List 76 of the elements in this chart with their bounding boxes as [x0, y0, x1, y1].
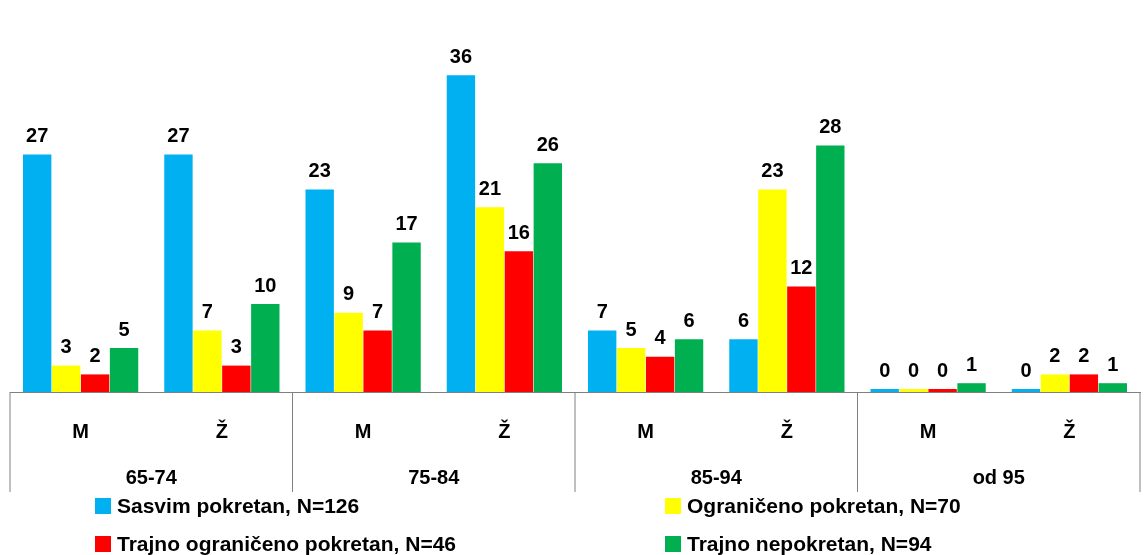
x-tick-label: Ž	[780, 418, 793, 442]
data-label: 10	[254, 273, 277, 296]
bar	[533, 163, 562, 392]
bar	[222, 365, 251, 392]
data-label: 3	[60, 335, 72, 358]
data-label: 7	[372, 299, 384, 322]
data-label: 21	[478, 176, 502, 199]
text: 85-94	[690, 465, 743, 488]
data-label: 9	[343, 282, 355, 305]
legend-label: Trajno ograničeno pokretan, N=46	[117, 532, 457, 555]
bar	[251, 304, 280, 392]
bar	[758, 189, 787, 392]
bar	[816, 145, 845, 392]
bar	[674, 339, 704, 392]
x-tick-label: Ž	[498, 418, 511, 442]
x-tick-label: M	[354, 419, 372, 442]
bar	[363, 330, 392, 392]
legend-label: Ograničeno pokretan, N=70	[687, 494, 961, 518]
x-tick-label: Ž	[1063, 418, 1076, 442]
data-label: 0	[908, 358, 920, 381]
x-tick-label: M	[637, 419, 654, 442]
bar	[392, 242, 421, 392]
bar	[164, 154, 193, 392]
bar	[1040, 374, 1070, 392]
data-label: 2	[89, 343, 101, 366]
bar	[23, 154, 52, 392]
data-label: 16	[507, 220, 530, 243]
data-label: 6	[683, 308, 695, 331]
x-tick-label: M	[72, 419, 89, 442]
bar	[51, 365, 81, 392]
bar	[787, 286, 816, 392]
data-label: 0	[879, 358, 891, 381]
legend-label: Trajno nepokretan, N=94	[687, 532, 932, 555]
data-label: 26	[536, 132, 559, 155]
data-label: 17	[395, 211, 418, 234]
data-label: 4	[654, 326, 667, 349]
x-tick-label: Ž	[215, 418, 228, 442]
text: od 95	[972, 465, 1025, 488]
data-label: 27	[26, 123, 49, 146]
data-label: 7	[596, 299, 608, 322]
text: 65-74	[125, 465, 178, 488]
bar	[193, 330, 222, 392]
legend-label: Sasvim pokretan, N=126	[117, 494, 360, 518]
data-label: 36	[449, 44, 473, 67]
bar	[504, 251, 534, 392]
data-label: 1	[1107, 352, 1119, 375]
bar	[475, 207, 505, 392]
bar	[1098, 383, 1127, 392]
bar	[1069, 374, 1099, 392]
bar	[729, 339, 758, 392]
data-label: 1	[966, 352, 978, 375]
data-label: 2	[1078, 343, 1090, 366]
bar	[446, 75, 476, 392]
x-tick-label: M	[919, 419, 937, 442]
data-label: 2	[1049, 343, 1061, 366]
data-label: 12	[790, 255, 813, 278]
bar	[334, 312, 363, 392]
bar	[616, 348, 646, 392]
data-label: 5	[118, 317, 130, 340]
bar	[588, 330, 617, 392]
data-label: 27	[167, 123, 190, 146]
data-label: 7	[201, 299, 213, 322]
bar	[305, 189, 334, 392]
bar	[957, 383, 986, 392]
bar	[109, 348, 139, 392]
data-label: 5	[625, 317, 637, 340]
data-label: 28	[819, 115, 842, 138]
data-label: 23	[761, 159, 784, 182]
data-label: 0	[1020, 358, 1032, 381]
bar	[645, 356, 675, 392]
bar	[80, 374, 110, 392]
data-label: 0	[937, 358, 949, 381]
data-label: 6	[737, 308, 749, 331]
data-label: 3	[230, 335, 242, 358]
data-label: 23	[308, 159, 331, 182]
text: 75-84	[408, 465, 461, 488]
